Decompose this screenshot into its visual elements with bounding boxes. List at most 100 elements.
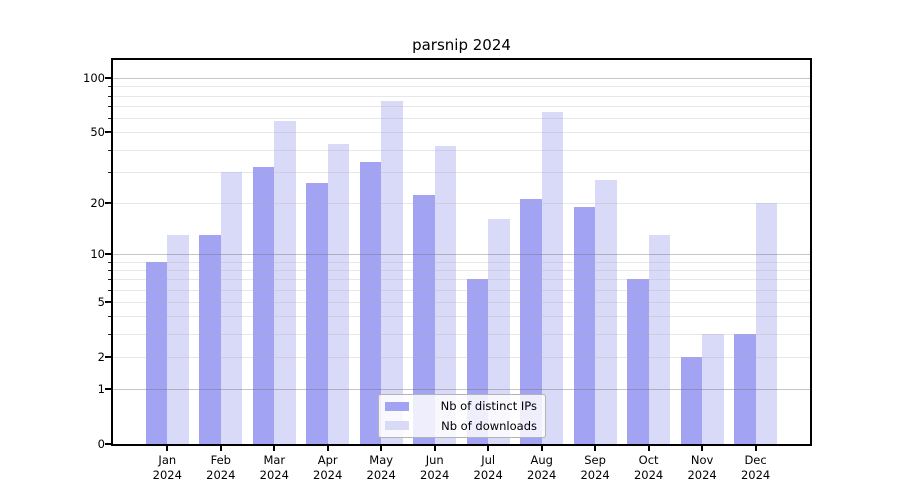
plot-area: Nb of distinct IPs Nb of downloads [111, 58, 812, 446]
gridline-major-1 [113, 389, 810, 391]
x-tick-mark-mar [273, 446, 276, 451]
y-minor-tick-mark-70 [108, 106, 111, 108]
y-minor-tick-mark-5 [108, 302, 111, 303]
x-tick-label-nov: Nov 2024 [687, 453, 717, 482]
y-tick-label-0: 0 [97, 437, 105, 451]
gridline-minor-3 [113, 334, 810, 336]
y-tick-label-5: 5 [97, 295, 105, 309]
bar-may-downloads [381, 100, 403, 444]
y-tick-label-100: 100 [83, 71, 105, 86]
x-tick-mark-jan [166, 446, 169, 451]
x-tick-mark-jun [433, 446, 436, 451]
y-tick-label-2: 2 [97, 349, 105, 364]
x-tick-label-oct: Oct 2024 [633, 453, 664, 482]
y-minor-tick-mark-2 [108, 356, 111, 358]
x-tick-mark-oct [647, 446, 650, 451]
y-minor-tick-mark-9 [108, 261, 111, 263]
bar-jan-downloads [167, 234, 189, 444]
y-minor-tick-mark-8 [108, 269, 111, 271]
x-tick-mark-apr [326, 446, 329, 451]
y-tick-label-1: 1 [97, 382, 105, 397]
x-tick-label-sep: Sep 2024 [580, 453, 610, 482]
x-tick-label-jun: Jun 2024 [420, 453, 450, 482]
gridline-minor-60 [113, 118, 810, 120]
legend: Nb of distinct IPs Nb of downloads [378, 394, 546, 438]
y-tick-mark-1 [105, 388, 111, 391]
x-tick-mark-dec [754, 446, 757, 451]
bar-may-distinct-ips [359, 162, 382, 444]
y-tick-label-50: 50 [90, 125, 105, 140]
bar-feb-distinct-ips [199, 234, 221, 444]
x-tick-mark-jul [487, 446, 490, 451]
gridline-minor-70 [113, 106, 810, 108]
bar-mar-downloads [274, 120, 296, 444]
y-minor-tick-mark-30 [108, 171, 111, 173]
y-tick-mark-100 [105, 77, 111, 80]
gridline-minor-8 [113, 269, 810, 271]
bar-apr-distinct-ips [306, 182, 328, 444]
bar-dec-downloads [755, 202, 778, 444]
gridline-minor-9 [113, 261, 810, 263]
x-tick-label-aug: Aug 2024 [527, 453, 557, 482]
gridline-minor-6 [113, 289, 810, 291]
x-tick-label-apr: Apr 2024 [313, 453, 343, 482]
y-minor-tick-mark-3 [108, 334, 111, 336]
legend-swatch-downloads [385, 421, 409, 431]
x-tick-label-feb: Feb 2024 [206, 453, 236, 482]
bar-feb-downloads [220, 171, 243, 444]
x-tick-mark-may [380, 446, 383, 451]
y-minor-tick-mark-20 [108, 202, 111, 204]
x-tick-label-jul: Jul 2024 [473, 453, 503, 482]
bar-aug-downloads [541, 111, 564, 444]
x-tick-mark-aug [540, 446, 543, 451]
y-minor-tick-mark-80 [108, 95, 111, 97]
gridline-minor-40 [113, 149, 810, 151]
x-tick-label-jan: Jan 2024 [152, 453, 182, 482]
bar-apr-downloads [327, 144, 350, 444]
bar-jun-distinct-ips [413, 195, 435, 444]
x-tick-mark-sep [594, 446, 597, 451]
bar-jun-downloads [434, 145, 457, 444]
chart-title: parsnip 2024 [412, 36, 511, 54]
y-minor-tick-mark-50 [108, 132, 111, 134]
y-tick-label-10: 10 [90, 246, 105, 261]
legend-label-distinct-ips: Nb of distinct IPs [440, 399, 537, 414]
gridline-minor-4 [113, 316, 810, 318]
bar-jul-downloads [488, 219, 510, 444]
gridline-minor-2 [113, 356, 810, 358]
y-minor-tick-mark-90 [108, 86, 111, 88]
y-tick-mark-10 [105, 252, 111, 255]
bar-nov-downloads [702, 334, 724, 444]
y-minor-tick-mark-60 [108, 118, 111, 120]
y-minor-tick-mark-7 [108, 279, 111, 281]
gridline-minor-20 [113, 202, 810, 204]
y-minor-tick-mark-4 [108, 316, 111, 318]
y-minor-tick-mark-40 [108, 149, 111, 151]
gridline-minor-30 [113, 171, 810, 173]
gridline-minor-50 [113, 132, 810, 134]
bar-jan-distinct-ips [145, 261, 168, 444]
gridline-minor-5 [113, 302, 810, 303]
x-tick-label-mar: Mar 2024 [259, 453, 289, 482]
legend-swatch-distinct-ips [385, 401, 409, 411]
gridline-major-100 [113, 78, 810, 80]
y-tick-label-20: 20 [90, 195, 105, 210]
x-tick-mark-nov [701, 446, 704, 451]
bar-mar-distinct-ips [252, 166, 275, 444]
y-tick-mark-0 [105, 443, 111, 445]
gridline-minor-7 [113, 279, 810, 281]
gridline-minor-80 [113, 95, 810, 97]
bar-nov-distinct-ips [680, 356, 703, 444]
bar-sep-downloads [595, 179, 617, 444]
x-tick-label-dec: Dec 2024 [740, 453, 771, 482]
bar-oct-distinct-ips [627, 279, 649, 444]
gridline-major-10 [113, 253, 810, 255]
legend-item-downloads: Nb of downloads [385, 418, 537, 435]
gridline-minor-90 [113, 86, 810, 88]
bar-sep-distinct-ips [573, 206, 596, 444]
bar-aug-distinct-ips [520, 199, 542, 444]
legend-label-downloads: Nb of downloads [441, 418, 537, 433]
legend-item-distinct-ips: Nb of distinct IPs [385, 398, 537, 415]
x-tick-mark-feb [219, 446, 222, 451]
